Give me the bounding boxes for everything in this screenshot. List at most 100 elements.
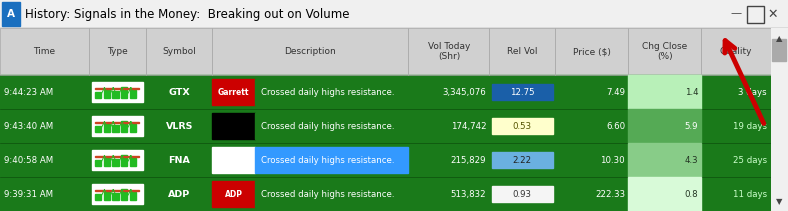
Bar — [130, 90, 136, 98]
Bar — [0, 177, 771, 211]
Bar — [88, 28, 147, 75]
Bar — [113, 159, 118, 166]
Text: 0.53: 0.53 — [512, 122, 532, 131]
Text: Description: Description — [284, 47, 336, 56]
Bar — [130, 192, 136, 200]
Text: Symbol: Symbol — [162, 47, 196, 56]
Bar — [0, 143, 771, 177]
Bar — [113, 193, 118, 200]
Bar — [212, 113, 255, 139]
Bar — [628, 143, 701, 177]
Bar — [489, 28, 555, 75]
Bar — [701, 28, 771, 75]
Bar — [255, 181, 408, 207]
Text: 6.60: 6.60 — [606, 122, 625, 131]
Text: 0.8: 0.8 — [685, 189, 698, 199]
Text: 1.4: 1.4 — [685, 88, 698, 96]
Bar — [772, 39, 786, 61]
Bar — [147, 28, 212, 75]
Bar — [92, 116, 143, 136]
Text: 3 days: 3 days — [738, 88, 767, 96]
Bar — [95, 156, 139, 157]
Bar — [95, 122, 139, 123]
Bar — [0, 109, 771, 143]
Bar — [212, 28, 408, 75]
Text: FNA: FNA — [169, 156, 190, 165]
Text: 4.3: 4.3 — [685, 156, 698, 165]
Bar — [628, 109, 701, 143]
Bar — [0, 28, 88, 75]
Bar — [255, 147, 408, 173]
Text: Crossed daily highs resistance.: Crossed daily highs resistance. — [262, 122, 395, 131]
Bar — [121, 121, 128, 132]
Bar — [212, 79, 255, 105]
Bar — [95, 160, 101, 166]
Bar — [212, 28, 408, 75]
Bar — [95, 190, 139, 191]
Text: 3,345,076: 3,345,076 — [443, 88, 486, 96]
Text: 2.22: 2.22 — [512, 156, 532, 165]
Text: 222.33: 222.33 — [595, 189, 625, 199]
Bar — [555, 28, 628, 75]
Bar — [628, 177, 701, 211]
Text: 215,829: 215,829 — [451, 156, 486, 165]
Bar — [121, 155, 128, 166]
Bar — [0, 75, 771, 109]
Bar — [92, 150, 143, 170]
Text: A: A — [7, 9, 15, 19]
Bar — [95, 88, 139, 89]
Bar — [212, 147, 255, 173]
Text: GTX: GTX — [169, 88, 190, 96]
Bar — [489, 28, 555, 75]
Text: 0.93: 0.93 — [513, 189, 532, 199]
Bar — [130, 158, 136, 166]
Text: 513,832: 513,832 — [451, 189, 486, 199]
Bar — [255, 113, 408, 139]
Bar — [408, 28, 489, 75]
Bar — [408, 28, 489, 75]
Bar — [95, 92, 101, 98]
Text: 9:39:31 AM: 9:39:31 AM — [4, 189, 53, 199]
Bar — [103, 124, 110, 132]
Text: 5.9: 5.9 — [685, 122, 698, 131]
Bar — [121, 189, 128, 200]
Bar — [113, 125, 118, 132]
Bar — [103, 192, 110, 200]
Text: —: — — [730, 8, 742, 18]
Bar — [92, 184, 143, 204]
Bar — [255, 79, 408, 105]
Text: ▼: ▼ — [776, 196, 782, 206]
Bar — [95, 126, 101, 132]
Text: 12.75: 12.75 — [510, 88, 534, 96]
Text: 174,742: 174,742 — [451, 122, 486, 131]
Text: Chg Close
(%): Chg Close (%) — [642, 42, 687, 61]
Bar — [701, 28, 771, 75]
Bar — [628, 75, 701, 109]
Text: Crossed daily highs resistance.: Crossed daily highs resistance. — [262, 189, 395, 199]
Bar — [628, 28, 701, 75]
Bar — [88, 28, 147, 75]
Bar — [92, 82, 143, 102]
Bar — [147, 28, 212, 75]
Bar — [2, 2, 20, 26]
Bar — [492, 118, 552, 134]
Bar — [0, 28, 88, 75]
Text: Rel Vol: Rel Vol — [507, 47, 537, 56]
Bar — [555, 28, 628, 75]
Text: ADP: ADP — [225, 189, 243, 199]
Text: 11 days: 11 days — [733, 189, 767, 199]
Bar — [121, 87, 128, 98]
Text: Quality: Quality — [719, 47, 753, 56]
Text: ▲: ▲ — [776, 34, 782, 43]
Bar — [492, 152, 552, 168]
Text: ✕: ✕ — [767, 8, 778, 21]
Bar — [95, 194, 101, 200]
Text: Time: Time — [33, 47, 55, 56]
Text: 9:44:23 AM: 9:44:23 AM — [4, 88, 53, 96]
Bar — [212, 181, 255, 207]
Text: ADP: ADP — [168, 189, 191, 199]
Bar — [492, 84, 552, 100]
Text: Type: Type — [107, 47, 128, 56]
Text: Crossed daily highs resistance.: Crossed daily highs resistance. — [262, 156, 395, 165]
Bar — [628, 28, 701, 75]
